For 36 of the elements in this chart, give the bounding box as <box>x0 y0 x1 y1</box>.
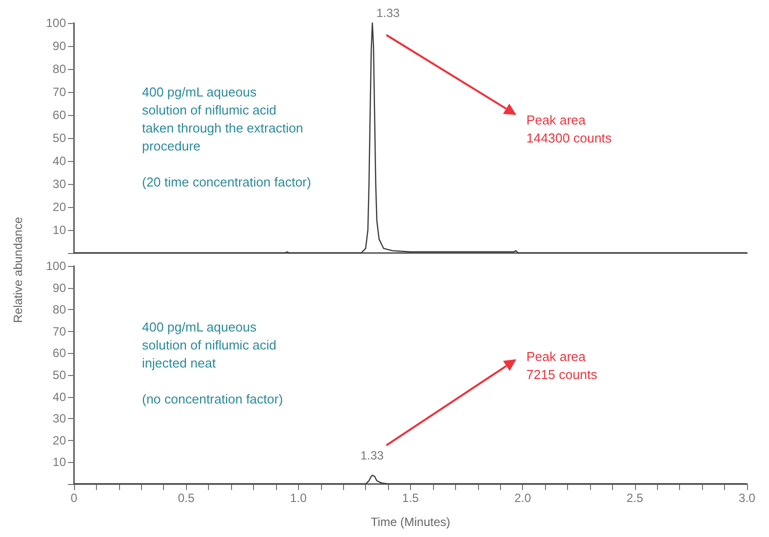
y-tick-label: 60 <box>52 346 66 360</box>
y-tick-label: 40 <box>52 390 66 404</box>
y-tick-label: 50 <box>52 368 66 382</box>
y-tick-label: 10 <box>52 455 66 470</box>
y-tick-label: 100 <box>46 16 66 30</box>
x-axis-title: Time (Minutes) <box>370 515 450 529</box>
annotation: Peak area 144300 counts <box>526 112 612 146</box>
y-tick-label: 90 <box>52 280 66 295</box>
y-tick-label: 40 <box>52 154 66 168</box>
y-tick-label: 70 <box>52 324 66 338</box>
annotation: 1.33 <box>360 448 384 462</box>
y-tick-label: 80 <box>52 62 66 76</box>
y-tick-label: 20 <box>52 433 66 448</box>
x-tick-label: 0 <box>70 491 78 505</box>
text: 400 pg/mL aqueous solution of niflumic acid taken through the extraction procedure (20 time concentration factor) <box>142 84 312 190</box>
annotation: 1.33 <box>376 6 400 20</box>
x-tick-label: 1.5 <box>402 491 420 505</box>
annotation: Peak area 7215 counts <box>526 348 598 382</box>
x-tick-label: 1.0 <box>290 491 307 505</box>
line-series <box>73 22 748 254</box>
x-tick-label: 0.5 <box>178 491 195 505</box>
y-tick-label: 70 <box>52 85 66 99</box>
y-tick-label: 20 <box>52 200 66 214</box>
x-tick-label: 2.5 <box>626 491 644 505</box>
y-tick-label: 10 <box>52 223 66 237</box>
y-tick-label: 80 <box>52 302 66 317</box>
y-axis-title: Relative abundance <box>11 216 25 326</box>
y-tick-label: 90 <box>52 39 66 53</box>
y-tick-label: 30 <box>52 412 66 426</box>
text: 400 pg/mL aqueous solution of niflumic acid injected neat (no concentration factor) <box>142 320 283 406</box>
x-tick-label: 3.0 <box>738 491 756 505</box>
y-tick-label: 30 <box>52 177 66 191</box>
x-tick-label: 2.0 <box>514 491 532 505</box>
y-tick-label: 50 <box>52 131 66 145</box>
y-tick-label: 60 <box>52 108 66 122</box>
y-tick-label: 100 <box>46 259 66 273</box>
